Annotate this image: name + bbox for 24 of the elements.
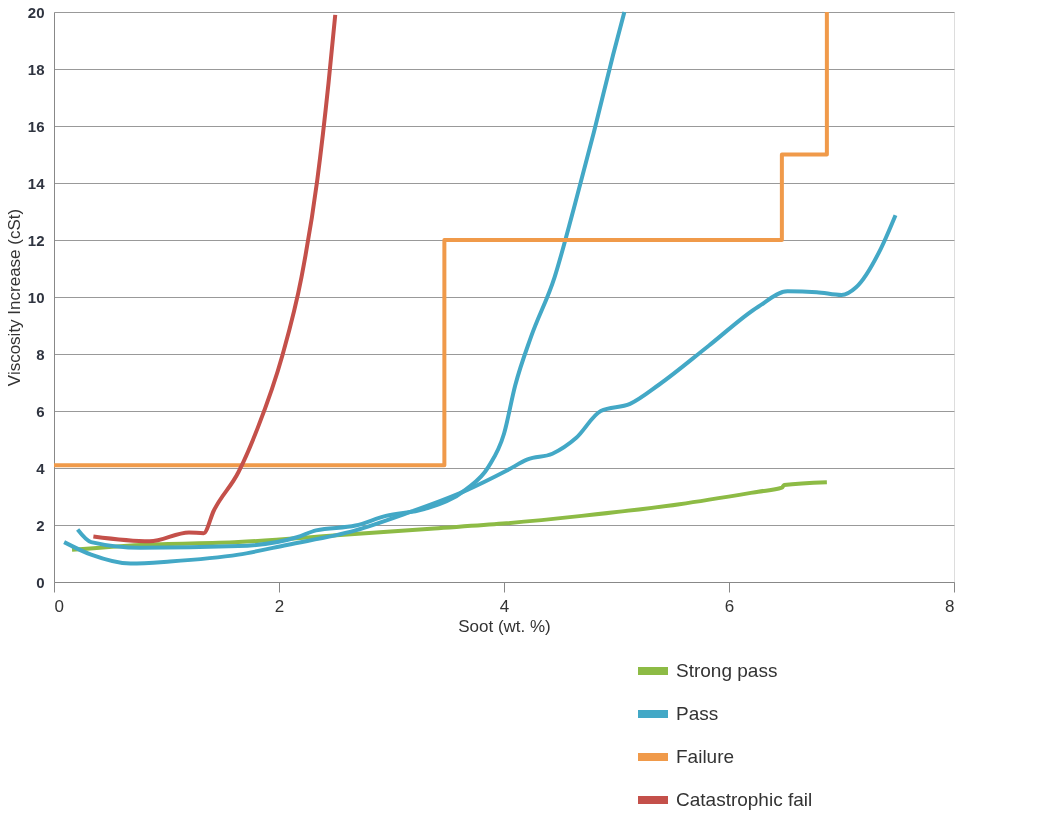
y-tick-label: 4	[36, 459, 46, 477]
y-tick-label: 10	[27, 288, 45, 306]
y-axis-title: Viscosity Increase (cSt)	[4, 208, 24, 387]
line-series	[91, 12, 338, 544]
legend-label: Strong pass	[676, 660, 778, 681]
y-tick-label: 8	[36, 345, 45, 363]
y-tick-label: 20	[27, 3, 45, 21]
y-tick-label: 14	[27, 174, 46, 192]
legend-label: Pass	[676, 703, 719, 724]
legend-label: Catastrophic fail	[676, 789, 813, 810]
y-tick-label: 12	[27, 231, 45, 249]
legend-label: Failure	[676, 746, 735, 767]
x-tick-label: 0	[54, 596, 64, 616]
x-tick-label: 6	[724, 596, 735, 616]
y-tick-label: 0	[36, 573, 45, 591]
x-tick-label: 8	[945, 596, 955, 616]
line-series	[70, 480, 829, 552]
x-tick-label: 4	[499, 596, 510, 616]
y-tick-label: 18	[27, 60, 45, 78]
y-tick-label: 6	[36, 402, 45, 420]
x-axis-title: Soot (wt. %)	[458, 616, 551, 636]
y-tick-label: 2	[36, 516, 45, 534]
x-tick-label: 2	[274, 596, 285, 616]
y-tick-label: 16	[27, 117, 45, 135]
